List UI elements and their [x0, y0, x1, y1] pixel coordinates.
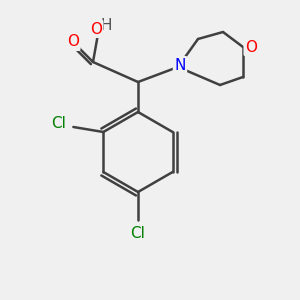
Text: N: N — [174, 58, 186, 73]
Text: H: H — [100, 19, 112, 34]
Text: O: O — [90, 22, 102, 37]
Text: Cl: Cl — [130, 226, 146, 242]
Text: O: O — [67, 34, 79, 50]
Text: O: O — [245, 40, 257, 55]
Text: Cl: Cl — [51, 116, 66, 131]
